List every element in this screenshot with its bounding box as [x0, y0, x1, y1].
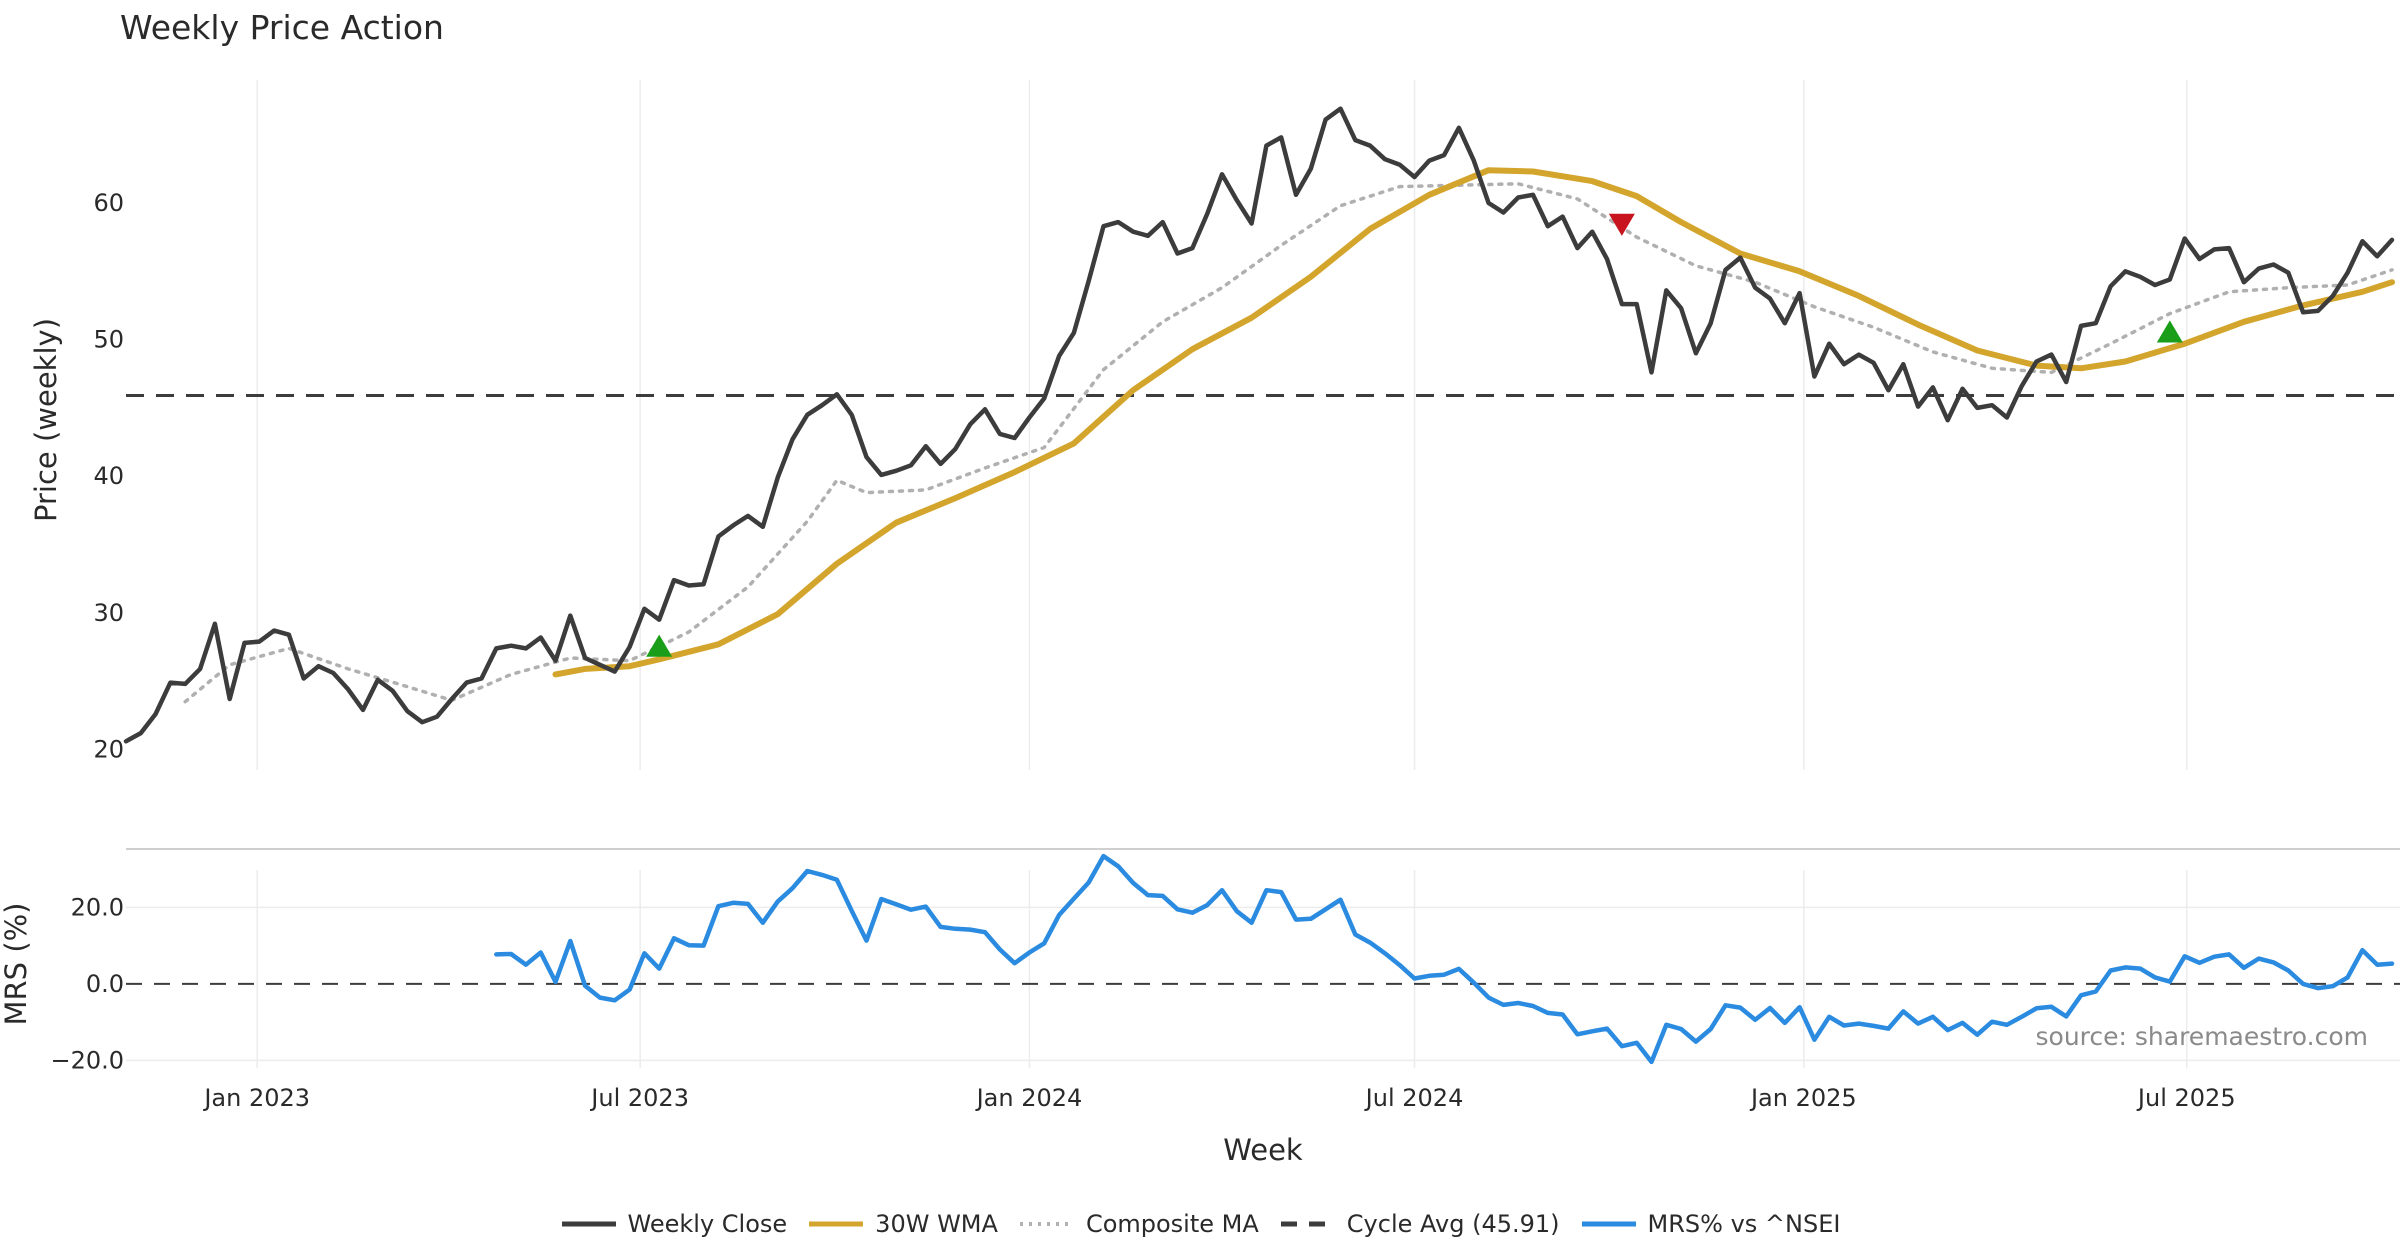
wma-30w-line	[552, 167, 2395, 678]
legend-label: 30W WMA	[875, 1210, 998, 1238]
price-panel	[123, 106, 2400, 744]
legend-swatch	[809, 1221, 864, 1227]
buy-signal-marker	[646, 634, 673, 657]
x-tick-label: Jan 2024	[975, 1084, 1083, 1112]
composite-ma-line	[183, 182, 2394, 704]
legend-swatch	[561, 1221, 616, 1227]
grid-layer	[126, 80, 2400, 1068]
source-annotation: source: sharemaestro.com	[2036, 1022, 2369, 1051]
axes-layer: Jan 2023 Jul 2023 Jan 2024 Jul 2024 Jan 2025…	[50, 189, 2235, 1112]
legend-item: Weekly Close	[560, 1210, 788, 1238]
legend-swatch	[1280, 1221, 1335, 1227]
mrs-y-tick-label: 20.0	[71, 893, 124, 921]
legend-label: Composite MA	[1085, 1210, 1259, 1238]
x-tick-label: Jan 2023	[202, 1084, 310, 1112]
buy-signal-marker	[2156, 320, 2183, 343]
legend-item: Cycle Avg (45.91)	[1279, 1210, 1560, 1238]
mrs-y-tick-label: 0.0	[86, 970, 124, 998]
price-y-tick-label: 20	[93, 736, 124, 764]
x-tick-label: Jul 2025	[2136, 1084, 2236, 1112]
legend-item: Composite MA	[1018, 1210, 1259, 1238]
x-tick-label: Jan 2025	[1749, 1084, 1857, 1112]
price-y-tick-label: 60	[93, 189, 124, 217]
legend-label: Cycle Avg (45.91)	[1346, 1210, 1560, 1238]
x-tick-label: Jul 2023	[589, 1084, 689, 1112]
legend-label: MRS% vs ^NSEI	[1647, 1210, 1841, 1238]
price-y-tick-label: 50	[93, 326, 124, 354]
price-y-tick-label: 40	[93, 462, 124, 490]
price-axis-label: Price (weekly)	[29, 318, 63, 522]
mrs-y-tick-label: −20.0	[50, 1046, 124, 1074]
weekly-close-line	[123, 106, 2395, 744]
legend-item: MRS% vs ^NSEI	[1580, 1210, 1841, 1238]
mrs-axis-label: MRS (%)	[0, 903, 33, 1026]
mrs-panel	[126, 853, 2400, 1065]
x-tick-label: Jul 2024	[1364, 1084, 1464, 1112]
legend-swatch	[1019, 1222, 1074, 1226]
sell-signal-marker	[1608, 213, 1635, 236]
legend: Weekly Close 30W WMA Composite MA Cycle Avg…	[0, 1210, 2400, 1238]
legend-label: Weekly Close	[627, 1210, 788, 1238]
chart-title: Weekly Price Action	[120, 8, 444, 47]
mrs-line	[494, 853, 2395, 1065]
x-axis-label: Week	[1223, 1133, 1303, 1167]
price-y-tick-label: 30	[93, 599, 124, 627]
legend-swatch	[1581, 1221, 1636, 1227]
legend-item: 30W WMA	[807, 1210, 998, 1238]
